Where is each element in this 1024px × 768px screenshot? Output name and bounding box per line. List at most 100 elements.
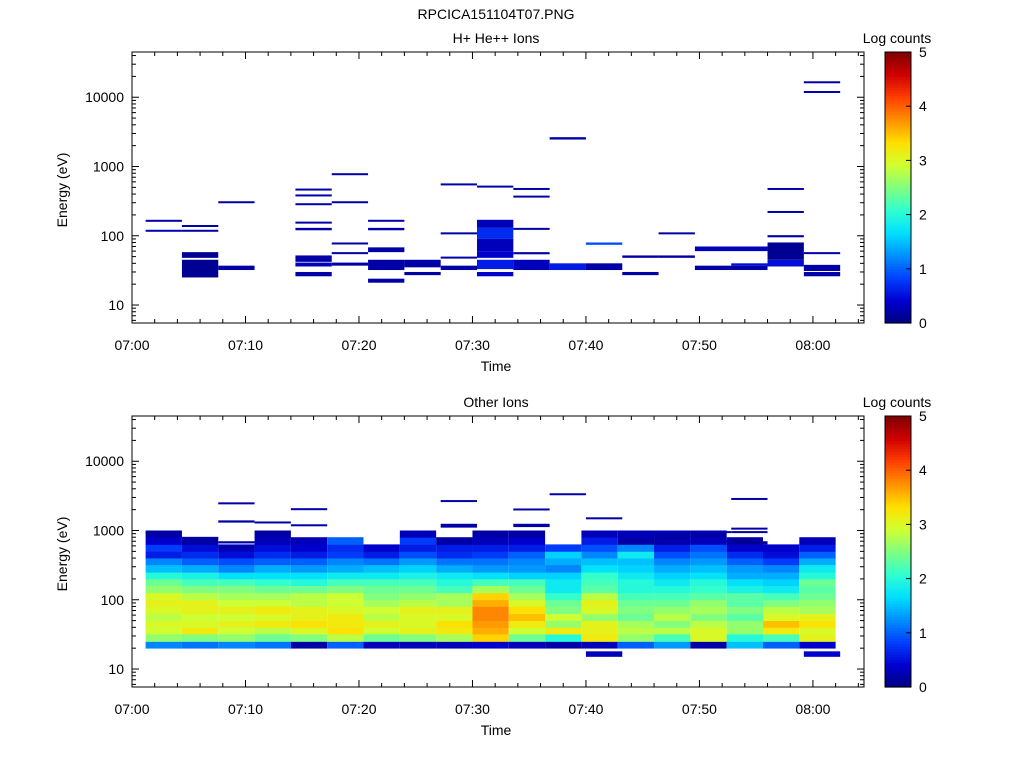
heatmap-cell	[254, 641, 291, 649]
heatmap-cell	[690, 627, 727, 635]
colorbar-segment	[885, 513, 911, 517]
y-axis-label: Energy (eV)	[54, 517, 70, 592]
heatmap-cell	[654, 572, 691, 580]
heatmap-cell	[762, 585, 800, 594]
heatmap-cell	[803, 271, 841, 277]
colorbar-segment	[885, 643, 911, 647]
colorbar-segment	[885, 657, 911, 661]
heatmap-cell	[690, 578, 727, 587]
heatmap-cell	[399, 551, 437, 559]
heatmap-cell	[181, 592, 219, 601]
heatmap-cell	[581, 578, 618, 587]
heatmap-cell	[799, 564, 836, 573]
colorbar-segment	[885, 467, 911, 471]
heatmap-cell	[549, 137, 586, 140]
colorbar-segment	[885, 459, 911, 463]
heatmap-cell	[181, 252, 219, 258]
heatmap-cell	[472, 641, 509, 649]
heatmap-cell	[145, 592, 182, 601]
colorbar-segment	[885, 111, 911, 115]
colorbar-segment	[885, 578, 911, 582]
heatmap-cell	[762, 613, 800, 622]
heatmap-cell	[767, 187, 804, 190]
colorbar-segment	[885, 668, 911, 672]
heatmap-cell	[513, 523, 550, 528]
heatmap-cell	[767, 242, 804, 260]
heatmap-cell	[726, 578, 763, 587]
heatmap-cell	[472, 592, 509, 601]
heatmap-cell	[545, 578, 582, 587]
colorbar-segment	[885, 416, 911, 420]
colorbar-segment	[885, 600, 911, 604]
heatmap-cell	[327, 627, 364, 635]
heatmap-cell	[181, 229, 219, 232]
heatmap-cell	[290, 537, 328, 545]
panel-title: Other Ions	[463, 394, 528, 410]
heatmap-cell	[581, 620, 618, 628]
colorbar-segment	[885, 73, 911, 77]
heatmap-cell	[145, 537, 182, 545]
y-tick-label: 1000	[93, 522, 124, 538]
heatmap-cell	[399, 530, 437, 538]
colorbar-segment	[885, 163, 911, 167]
colorbar-segment	[885, 475, 911, 479]
colorbar-segment	[885, 567, 911, 572]
heatmap-cell	[803, 651, 841, 657]
heatmap-cell	[654, 592, 691, 601]
heatmap-cell	[181, 558, 219, 566]
heatmap-cell	[254, 634, 291, 642]
heatmap-cell	[617, 530, 655, 538]
heatmap-cell	[762, 592, 800, 601]
colorbar-segment	[885, 497, 911, 501]
heatmap-cell	[477, 219, 514, 228]
colorbar-segment	[885, 502, 911, 507]
colorbar-segment	[885, 165, 911, 170]
heatmap-cell	[617, 641, 655, 649]
colorbar-segment	[885, 171, 911, 175]
colorbar-segment	[885, 68, 911, 72]
colorbar-segment	[885, 543, 911, 547]
heatmap-cell	[290, 508, 328, 511]
y-tick-label: 10000	[85, 89, 124, 105]
heatmap-cell	[581, 606, 618, 615]
colorbar-frame	[884, 51, 912, 324]
heatmap-cell	[327, 564, 364, 573]
heatmap-cell	[581, 544, 618, 552]
colorbar-segment	[885, 190, 911, 194]
x-tick-label: 07:10	[228, 701, 263, 717]
heatmap-cell	[363, 578, 400, 587]
colorbar-segment	[885, 491, 911, 496]
heatmap-cell	[472, 613, 509, 622]
colorbar-segment	[885, 282, 911, 286]
heatmap-cell	[508, 634, 546, 642]
heatmap-cell	[726, 537, 763, 545]
heatmap-cell	[803, 91, 841, 94]
colorbar-segment	[885, 548, 911, 553]
heatmap-cell	[762, 634, 800, 642]
heatmap-cell	[581, 634, 618, 642]
heatmap-cell	[331, 252, 369, 255]
heatmap-cell	[585, 263, 623, 271]
heatmap-cell	[145, 551, 182, 559]
heatmap-cell	[436, 585, 473, 594]
colorbar-segment	[885, 255, 911, 259]
heatmap-cell	[799, 558, 836, 566]
colorbar-segment	[885, 144, 911, 148]
heatmap-cell	[726, 627, 763, 635]
colorbar-segment	[885, 279, 911, 283]
colorbar-segment	[885, 581, 911, 585]
heatmap-cell	[290, 524, 328, 527]
heatmap-cell	[799, 544, 836, 552]
heatmap-cell	[363, 544, 400, 552]
heatmap-cell	[658, 255, 695, 258]
colorbar-segment	[885, 149, 911, 153]
heatmap-cell	[622, 531, 732, 534]
colorbar-segment	[885, 532, 911, 536]
heatmap-cell	[762, 606, 800, 615]
heatmap-cell	[327, 592, 364, 601]
heatmap-cell	[508, 578, 546, 587]
colorbar-segment	[885, 518, 911, 523]
heatmap-cell	[363, 585, 400, 594]
colorbar-segment	[885, 597, 911, 601]
heatmap-cell	[726, 558, 763, 566]
